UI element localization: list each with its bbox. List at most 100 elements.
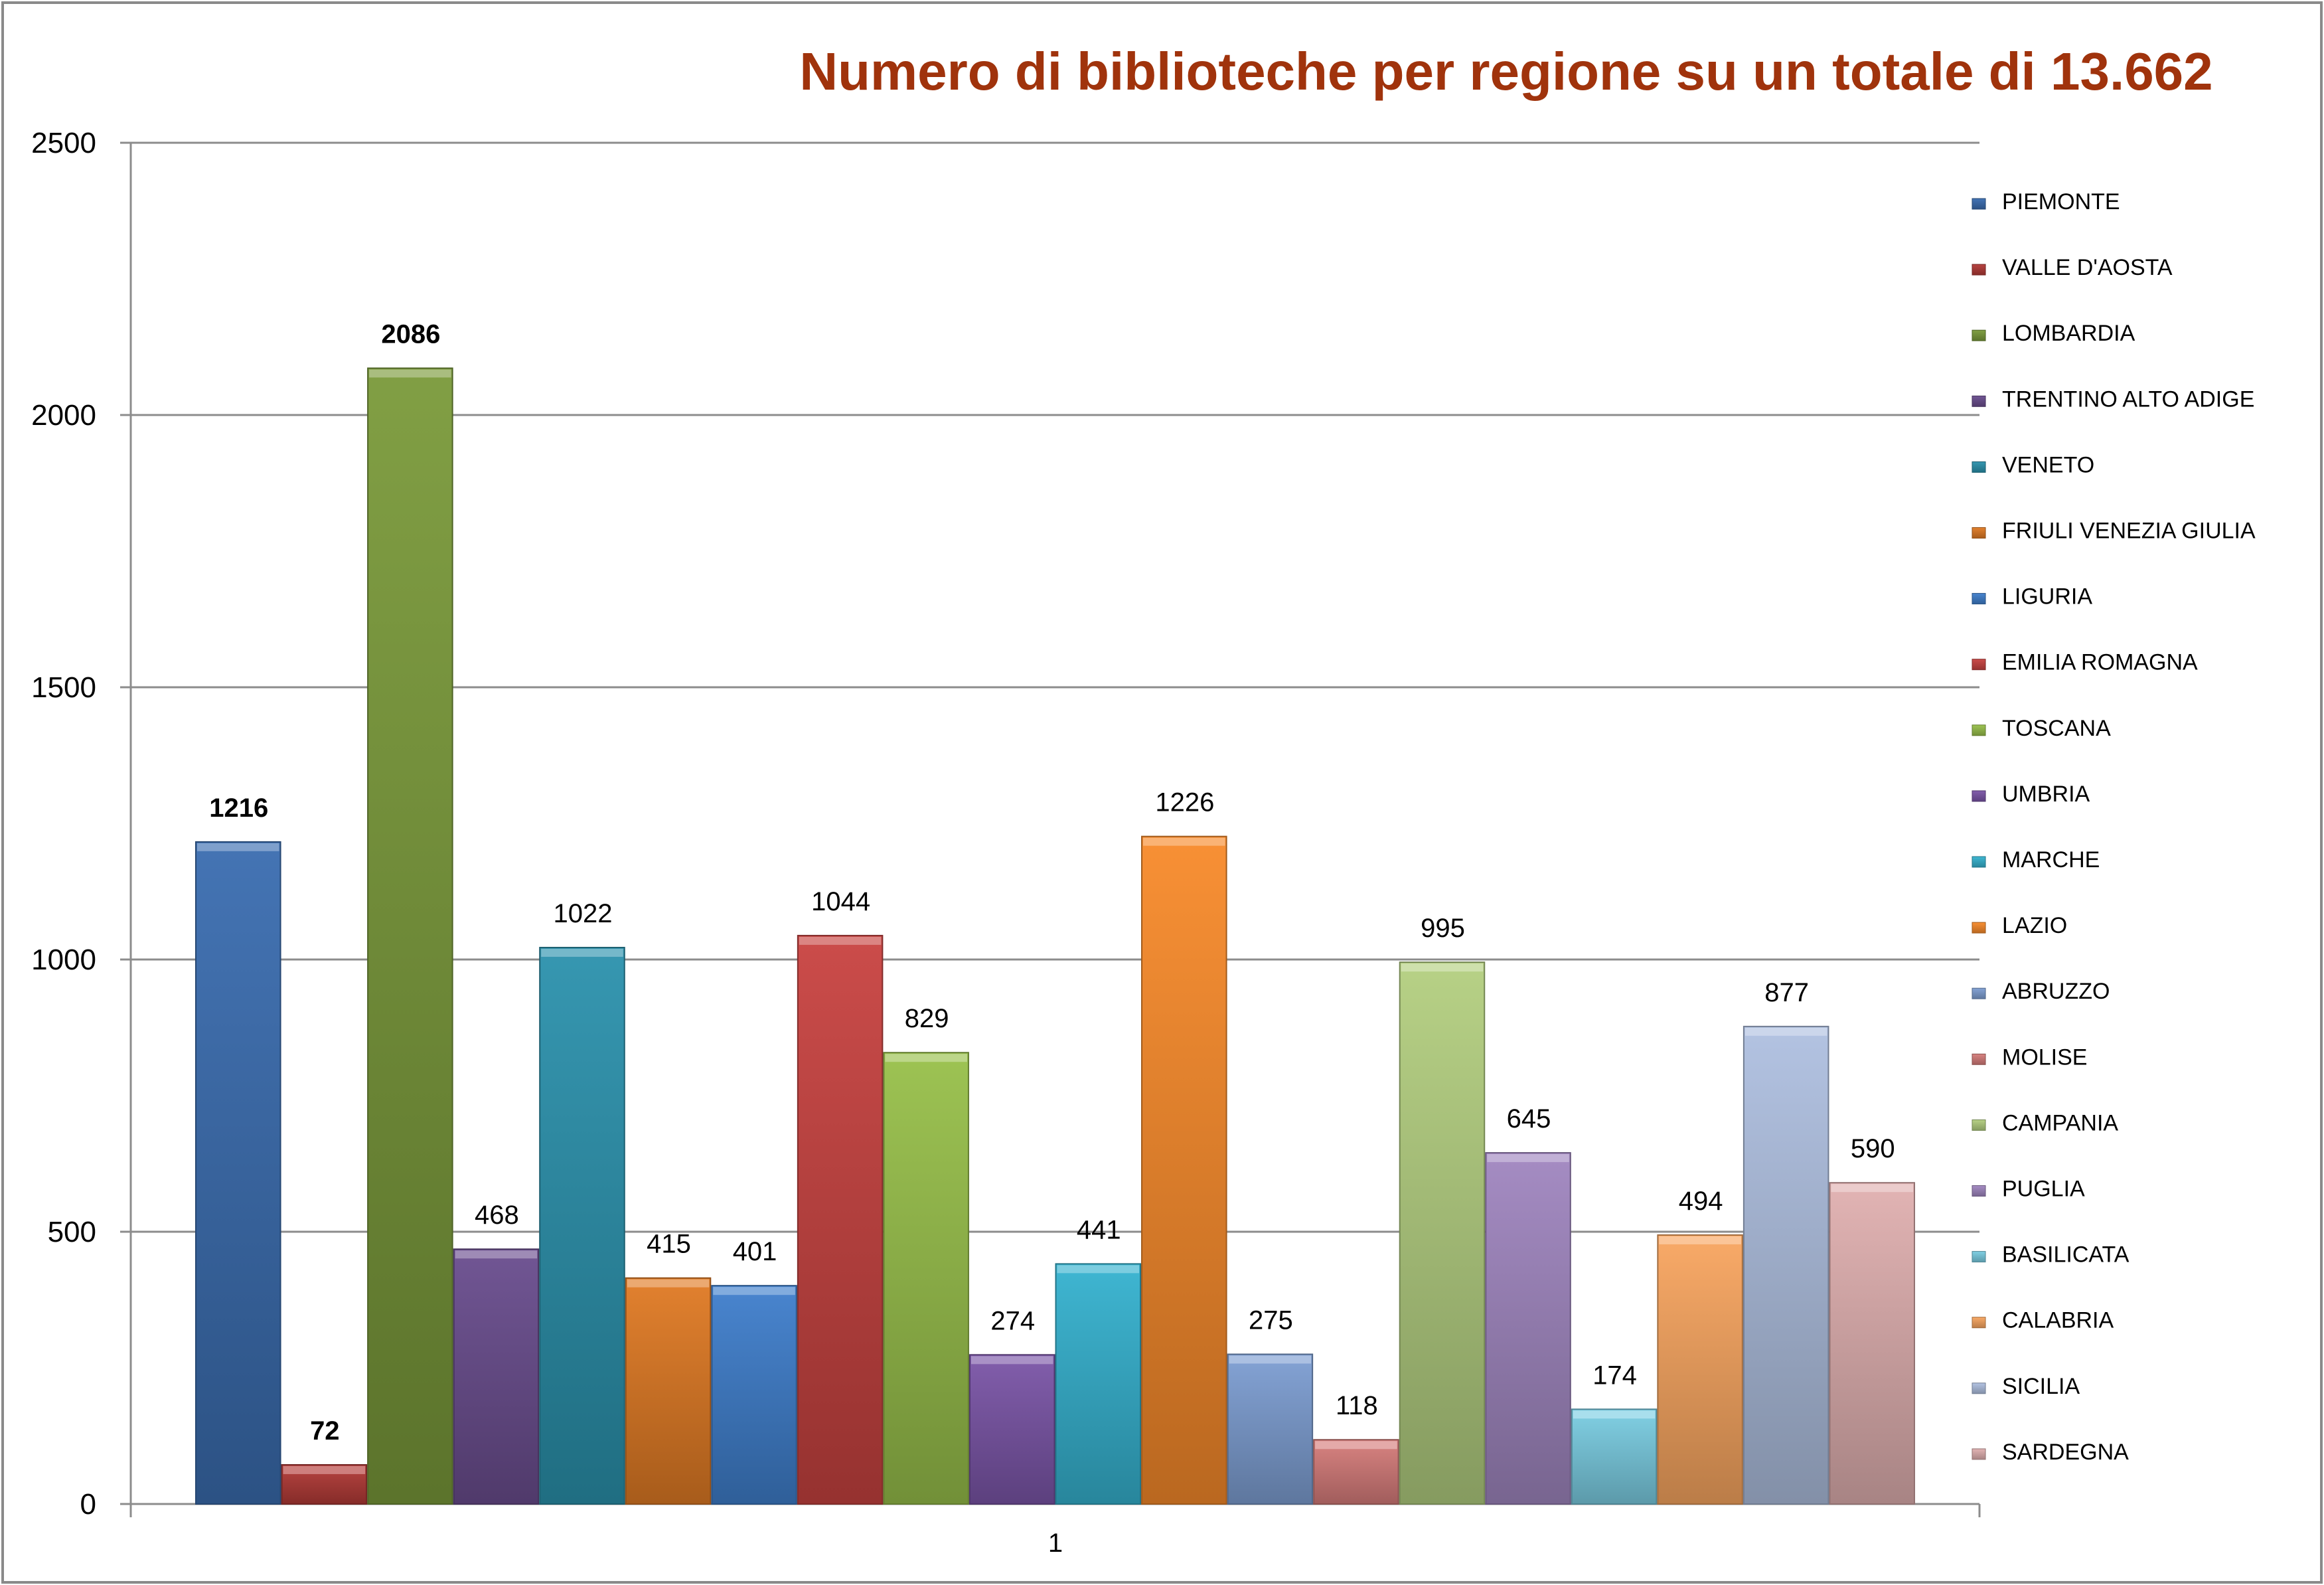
bar[interactable] <box>1829 1182 1915 1505</box>
legend-item[interactable]: PUGLIA <box>1972 1177 2085 1202</box>
bar-group: 829 <box>883 1004 969 1505</box>
legend-swatch <box>1972 1119 1986 1131</box>
y-tick-label: 2500 <box>31 127 96 159</box>
bar[interactable] <box>883 1052 969 1505</box>
legend-label: CAMPANIA <box>2002 1110 2118 1135</box>
data-label: 1216 <box>209 793 268 823</box>
legend-swatch <box>1972 1382 1986 1394</box>
legend-item[interactable]: LIGURIA <box>1972 584 2092 610</box>
legend-label: BASILICATA <box>2002 1242 2130 1268</box>
bar[interactable] <box>367 367 453 1505</box>
legend-label: LAZIO <box>2002 913 2067 938</box>
bar-group: 877 <box>1743 978 1829 1505</box>
legend-label: PIEMONTE <box>2002 189 2120 214</box>
legend-item[interactable]: EMILIA ROMAGNA <box>1972 650 2198 675</box>
y-tick-label: 500 <box>48 1216 96 1248</box>
bar-group: 468 <box>453 1201 540 1505</box>
bar-group: 441 <box>1055 1215 1142 1505</box>
data-label: 274 <box>990 1306 1035 1335</box>
legend-item[interactable]: BASILICATA <box>1972 1242 2130 1268</box>
legend-label: VALLE D'AOSTA <box>2002 255 2173 280</box>
bar-bevel <box>885 1054 967 1062</box>
legend-swatch <box>1972 724 1986 736</box>
legend-label: SICILIA <box>2002 1374 2080 1399</box>
legend-item[interactable]: PIEMONTE <box>1972 189 2120 214</box>
bar[interactable] <box>1485 1152 1571 1505</box>
bar[interactable] <box>453 1248 540 1505</box>
legend-swatch <box>1972 659 1986 671</box>
bar-bevel <box>1487 1154 1569 1163</box>
bar[interactable] <box>1227 1353 1314 1505</box>
legend-item[interactable]: SICILIA <box>1972 1374 2080 1399</box>
legend-item[interactable]: VENETO <box>1972 452 2094 477</box>
bar[interactable] <box>797 934 884 1505</box>
legend-item[interactable]: MOLISE <box>1972 1044 2087 1070</box>
bar-group: 1216 <box>195 793 281 1505</box>
legend-item[interactable]: LOMBARDIA <box>1972 321 2135 346</box>
legend-swatch <box>1972 922 1986 934</box>
legend-swatch <box>1972 461 1986 473</box>
legend-item[interactable]: CALABRIA <box>1972 1308 2114 1333</box>
legend-item[interactable]: ABRUZZO <box>1972 979 2110 1004</box>
legend-label: MOLISE <box>2002 1044 2087 1070</box>
bar-bevel <box>197 843 279 851</box>
data-label: 118 <box>1336 1391 1378 1420</box>
legend-item[interactable]: CAMPANIA <box>1972 1110 2118 1135</box>
legend-label: SARDEGNA <box>2002 1440 2129 1465</box>
legend-swatch <box>1972 1053 1986 1065</box>
bar-bevel <box>970 1356 1053 1365</box>
bar-group: 174 <box>1571 1361 1658 1505</box>
bar-bevel <box>1659 1236 1741 1244</box>
legend-swatch <box>1972 790 1986 802</box>
bar-bevel <box>1744 1027 1827 1036</box>
y-tick-label: 2000 <box>31 399 96 432</box>
bar-bevel <box>799 936 882 945</box>
legend-item[interactable]: MARCHE <box>1972 847 2100 873</box>
y-tick-label: 0 <box>80 1488 96 1521</box>
data-label: 72 <box>310 1416 340 1446</box>
x-tick-label: 1 <box>1048 1529 1063 1558</box>
bar[interactable] <box>539 946 625 1505</box>
legend-item[interactable]: UMBRIA <box>1972 782 2090 807</box>
bar-group: 2086 <box>367 319 453 1505</box>
bar[interactable] <box>1657 1234 1743 1505</box>
bar-bevel <box>1573 1410 1656 1419</box>
bar-bevel <box>455 1250 538 1259</box>
legend-item[interactable]: TRENTINO ALTO ADIGE <box>1972 386 2254 412</box>
data-label: 1226 <box>1155 788 1214 817</box>
data-label: 1044 <box>811 887 870 916</box>
legend-label: VENETO <box>2002 452 2094 477</box>
legend-label: ABRUZZO <box>2002 979 2110 1004</box>
data-label: 275 <box>1249 1306 1293 1335</box>
data-label: 2086 <box>381 319 440 349</box>
legend-swatch <box>1972 1251 1986 1263</box>
bar[interactable] <box>1399 961 1486 1505</box>
bar[interactable] <box>711 1285 797 1505</box>
legend-item[interactable]: TOSCANA <box>1972 716 2111 741</box>
bar[interactable] <box>1055 1263 1142 1505</box>
bar-bevel <box>1315 1441 1397 1450</box>
bar[interactable] <box>625 1277 712 1505</box>
legend-swatch <box>1972 264 1986 276</box>
bar[interactable] <box>1743 1025 1829 1505</box>
legend-item[interactable]: VALLE D'AOSTA <box>1972 255 2173 280</box>
bar-bevel <box>541 948 623 957</box>
bar[interactable] <box>1571 1408 1658 1505</box>
legend-swatch <box>1972 987 1986 999</box>
legend-swatch <box>1972 198 1986 210</box>
data-label: 829 <box>905 1004 949 1033</box>
bar-group: 590 <box>1829 1134 1915 1505</box>
bar[interactable] <box>1313 1439 1399 1505</box>
legend-item[interactable]: LAZIO <box>1972 913 2067 938</box>
bar[interactable] <box>195 841 281 1505</box>
legend-swatch <box>1972 1317 1986 1329</box>
legend-item[interactable]: FRIULI VENEZIA GIULIA <box>1972 519 2256 544</box>
y-tick-label: 1000 <box>31 944 96 976</box>
legend-item[interactable]: SARDEGNA <box>1972 1440 2129 1465</box>
bar[interactable] <box>1141 835 1227 1505</box>
bar[interactable] <box>968 1354 1055 1505</box>
legend-swatch <box>1972 527 1986 539</box>
bar-group: 494 <box>1657 1187 1743 1505</box>
